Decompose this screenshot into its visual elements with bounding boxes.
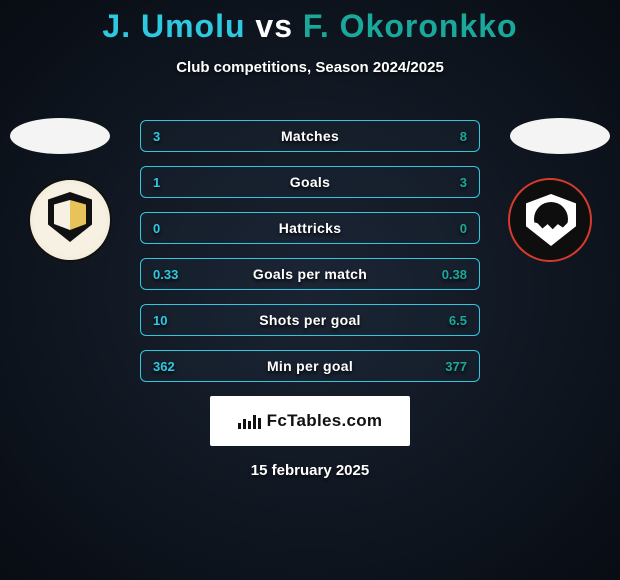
stat-row-matches: 3 Matches 8 [140, 120, 480, 152]
stat-row-goals-per-match: 0.33 Goals per match 0.38 [140, 258, 480, 290]
comparison-title: J. Umolu vs F. Okoronkko [0, 0, 620, 45]
stat-value-right: 6.5 [449, 305, 467, 335]
club-crest-left [28, 178, 112, 262]
stat-label: Goals per match [141, 259, 479, 289]
bar-chart-icon [238, 413, 261, 429]
club-crest-right [508, 178, 592, 262]
stat-row-goals: 1 Goals 3 [140, 166, 480, 198]
brand-box: FcTables.com [210, 396, 410, 446]
country-flag-left [10, 118, 110, 154]
subtitle: Club competitions, Season 2024/2025 [0, 59, 620, 76]
player1-name: J. Umolu [102, 8, 245, 44]
stat-value-right: 0.38 [442, 259, 467, 289]
stat-value-right: 8 [460, 121, 467, 151]
stat-label: Matches [141, 121, 479, 151]
stat-label: Hattricks [141, 213, 479, 243]
comparison-date: 15 february 2025 [140, 462, 480, 479]
stat-label: Goals [141, 167, 479, 197]
stat-row-min-per-goal: 362 Min per goal 377 [140, 350, 480, 382]
country-flag-right [510, 118, 610, 154]
stat-label: Min per goal [141, 351, 479, 381]
stat-label: Shots per goal [141, 305, 479, 335]
stat-value-right: 3 [460, 167, 467, 197]
stat-value-right: 0 [460, 213, 467, 243]
brand-text: FcTables.com [267, 411, 383, 431]
stat-value-right: 377 [445, 351, 467, 381]
stat-row-shots-per-goal: 10 Shots per goal 6.5 [140, 304, 480, 336]
vs-separator: vs [255, 8, 293, 44]
stat-row-hattricks: 0 Hattricks 0 [140, 212, 480, 244]
player2-name: F. Okoronkko [303, 8, 518, 44]
stats-container: 3 Matches 8 1 Goals 3 0 Hattricks 0 0.33… [140, 120, 480, 479]
